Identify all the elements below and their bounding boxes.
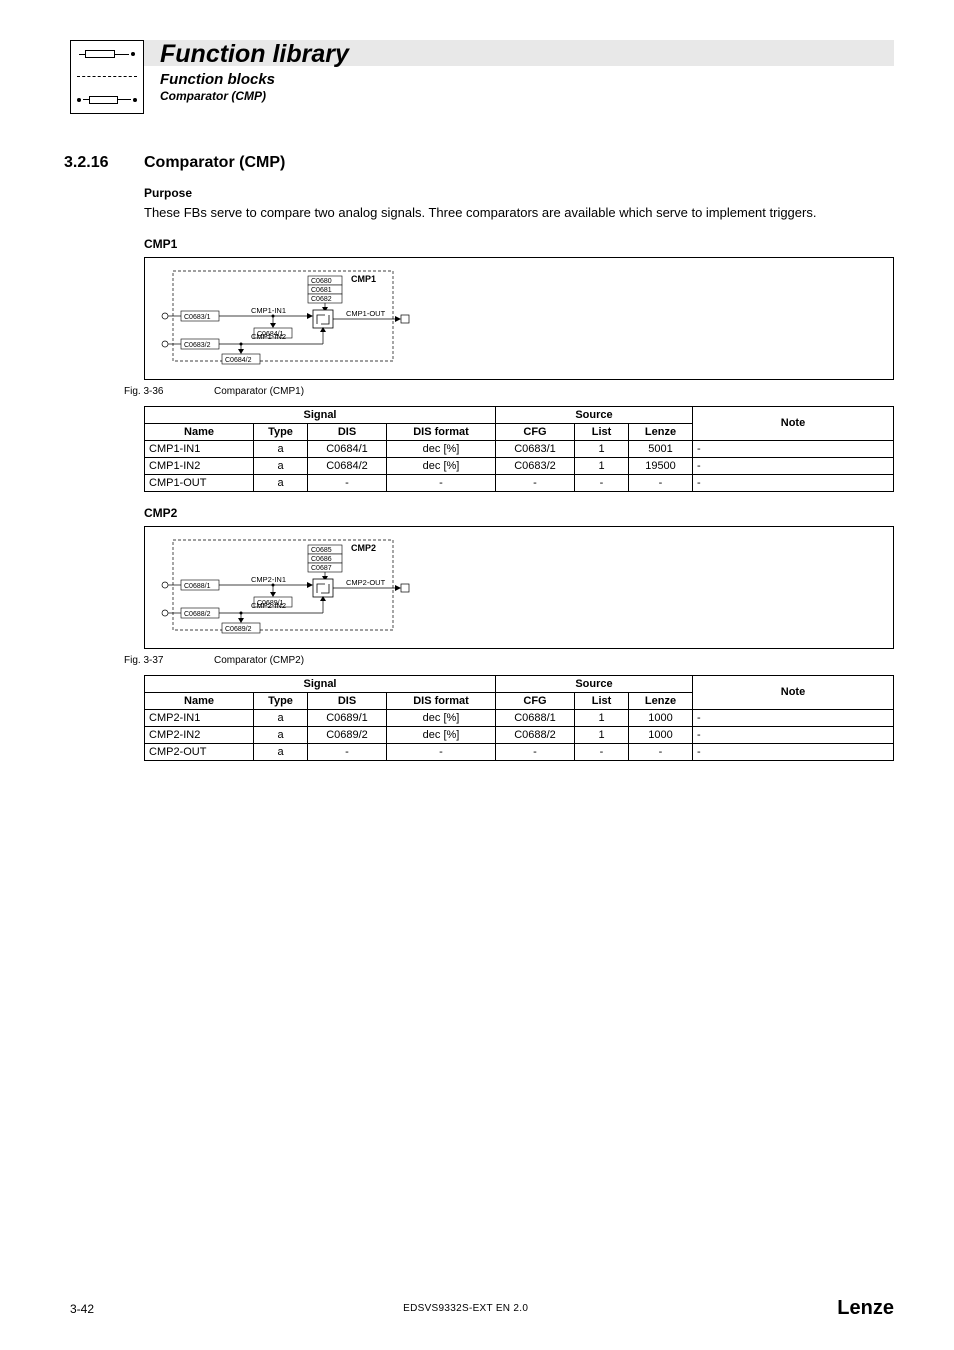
svg-text:CMP1: CMP1 xyxy=(351,274,376,284)
page-title: Function library xyxy=(160,40,349,69)
cmp2-heading: CMP2 xyxy=(144,506,894,520)
cmp1-heading: CMP1 xyxy=(144,237,894,251)
footer-brand: Lenze xyxy=(837,1297,894,1320)
cmp2-fig-caption: Comparator (CMP2) xyxy=(214,655,304,667)
svg-text:CMP2-IN1: CMP2-IN1 xyxy=(251,575,286,584)
page-subtitle: Function blocks xyxy=(160,71,349,88)
header-icon xyxy=(70,40,144,114)
section-number: 3.2.16 xyxy=(64,154,144,172)
svg-text:CMP2-OUT: CMP2-OUT xyxy=(346,578,386,587)
cmp1-fig-num: Fig. 3-36 xyxy=(124,386,214,398)
svg-text:C0680: C0680 xyxy=(311,278,332,285)
footer-docid: EDSVS9332S-EXT EN 2.0 xyxy=(403,1303,528,1314)
cmp1-table: SignalSourceNoteNameTypeDISDIS formatCFG… xyxy=(144,406,894,492)
page-subsub: Comparator (CMP) xyxy=(160,89,349,103)
svg-text:C0688/1: C0688/1 xyxy=(184,583,211,590)
svg-text:C0685: C0685 xyxy=(311,547,332,554)
svg-text:C0688/2: C0688/2 xyxy=(184,611,211,618)
purpose-heading: Purpose xyxy=(144,186,894,200)
cmp2-table: SignalSourceNoteNameTypeDISDIS formatCFG… xyxy=(144,675,894,761)
purpose-text: These FBs serve to compare two analog si… xyxy=(144,204,894,223)
svg-text:C0689/2: C0689/2 xyxy=(225,626,252,633)
svg-text:CMP1-OUT: CMP1-OUT xyxy=(346,309,386,318)
cmp2-fig-num: Fig. 3-37 xyxy=(124,655,214,667)
svg-text:CMP1-IN1: CMP1-IN1 xyxy=(251,306,286,315)
cmp1-diagram: CMP1 C0680 C0681 C0682 C0683/1 CMP1-IN1 C0684/… xyxy=(144,257,894,380)
svg-text:CMP1-IN2: CMP1-IN2 xyxy=(251,332,286,341)
cmp2-diagram: CMP2 C0685 C0686 C0687 C0688/1 CMP2-IN1 C0689/… xyxy=(144,526,894,649)
svg-text:CMP2: CMP2 xyxy=(351,543,376,553)
footer-page: 3-42 xyxy=(70,1302,94,1316)
svg-text:C0683/1: C0683/1 xyxy=(184,314,211,321)
section-title: Comparator (CMP) xyxy=(144,154,285,172)
svg-text:C0684/2: C0684/2 xyxy=(225,357,252,364)
svg-text:CMP2-IN2: CMP2-IN2 xyxy=(251,601,286,610)
svg-text:C0683/2: C0683/2 xyxy=(184,342,211,349)
svg-text:C0686: C0686 xyxy=(311,556,332,563)
svg-text:C0682: C0682 xyxy=(311,296,332,303)
svg-text:C0687: C0687 xyxy=(311,565,332,572)
svg-text:C0681: C0681 xyxy=(311,287,332,294)
cmp1-fig-caption: Comparator (CMP1) xyxy=(214,386,304,398)
